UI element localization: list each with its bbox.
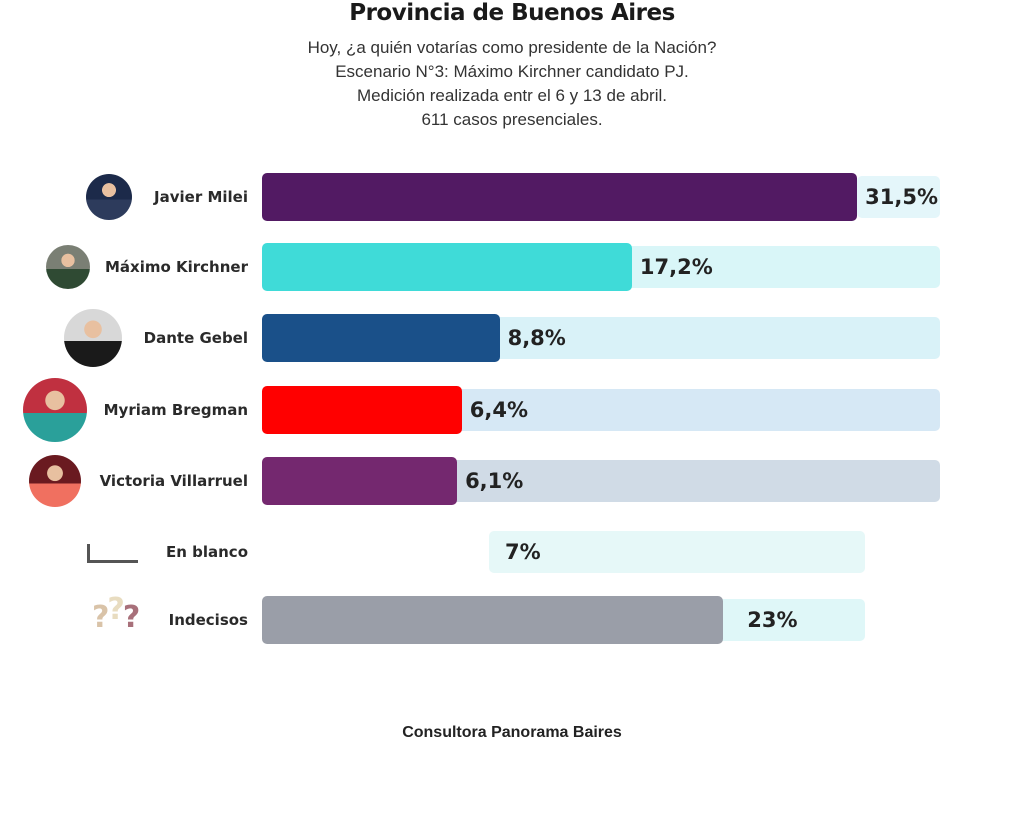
subtitle-line: Escenario N°3: Máximo Kirchner candidato… <box>335 62 689 81</box>
category-label: Victoria Villarruel <box>99 472 248 490</box>
value-label: 8,8% <box>507 326 566 350</box>
subtitle-line: 611 casos presenciales. <box>421 110 603 129</box>
bar-row: Victoria Villarruel 6,1% <box>0 451 1024 511</box>
bar <box>262 386 462 434</box>
value-label: 17,2% <box>639 255 713 279</box>
candidate-avatar <box>64 309 122 367</box>
category-label: Máximo Kirchner <box>104 258 248 276</box>
bar <box>262 314 500 362</box>
bar <box>262 243 632 291</box>
chart-title: Provincia de Buenos Aires <box>349 0 675 26</box>
bar-track <box>857 176 940 218</box>
blank-bracket-icon <box>87 544 138 563</box>
bar-row: Máximo Kirchner 17,2% <box>0 237 1024 297</box>
category-label: Dante Gebel <box>143 329 248 347</box>
subtitle-line: Hoy, ¿a quién votarías como presidente d… <box>307 38 717 57</box>
bar <box>262 457 458 505</box>
value-label: 6,4% <box>469 398 529 422</box>
bar-row: Dante Gebel 8,8% <box>0 308 1024 368</box>
bar <box>262 596 724 644</box>
chart-subtitle: Hoy, ¿a quién votarías como presidente d… <box>0 36 1024 132</box>
bar-track <box>489 531 865 573</box>
value-label: 31,5% <box>865 185 938 209</box>
bar-row: Myriam Bregman 6,4% <box>0 378 1024 442</box>
category-label: Myriam Bregman <box>103 401 248 419</box>
category-label: Indecisos <box>168 611 248 629</box>
source-label: Consultora Panorama Baires <box>402 724 622 741</box>
candidate-avatar <box>23 378 87 442</box>
candidate-avatar <box>29 455 81 507</box>
candidate-avatar <box>86 174 132 220</box>
value-label: 23% <box>747 608 798 632</box>
question-marks-icon: ??? <box>92 592 140 635</box>
bar-row: Indecisos??? 23% <box>0 590 1024 650</box>
category-label: Javier Milei <box>154 188 248 206</box>
category-label: En blanco <box>165 543 248 561</box>
bar <box>262 173 858 221</box>
value-label: 7% <box>505 540 541 564</box>
bar-row: En blanco 7% <box>0 522 1024 582</box>
candidate-avatar <box>46 245 90 289</box>
bar-row: Javier Milei 31,5% <box>0 167 1024 227</box>
subtitle-line: Medición realizada entr el 6 y 13 de abr… <box>357 86 667 105</box>
value-label: 6,1% <box>465 469 524 493</box>
